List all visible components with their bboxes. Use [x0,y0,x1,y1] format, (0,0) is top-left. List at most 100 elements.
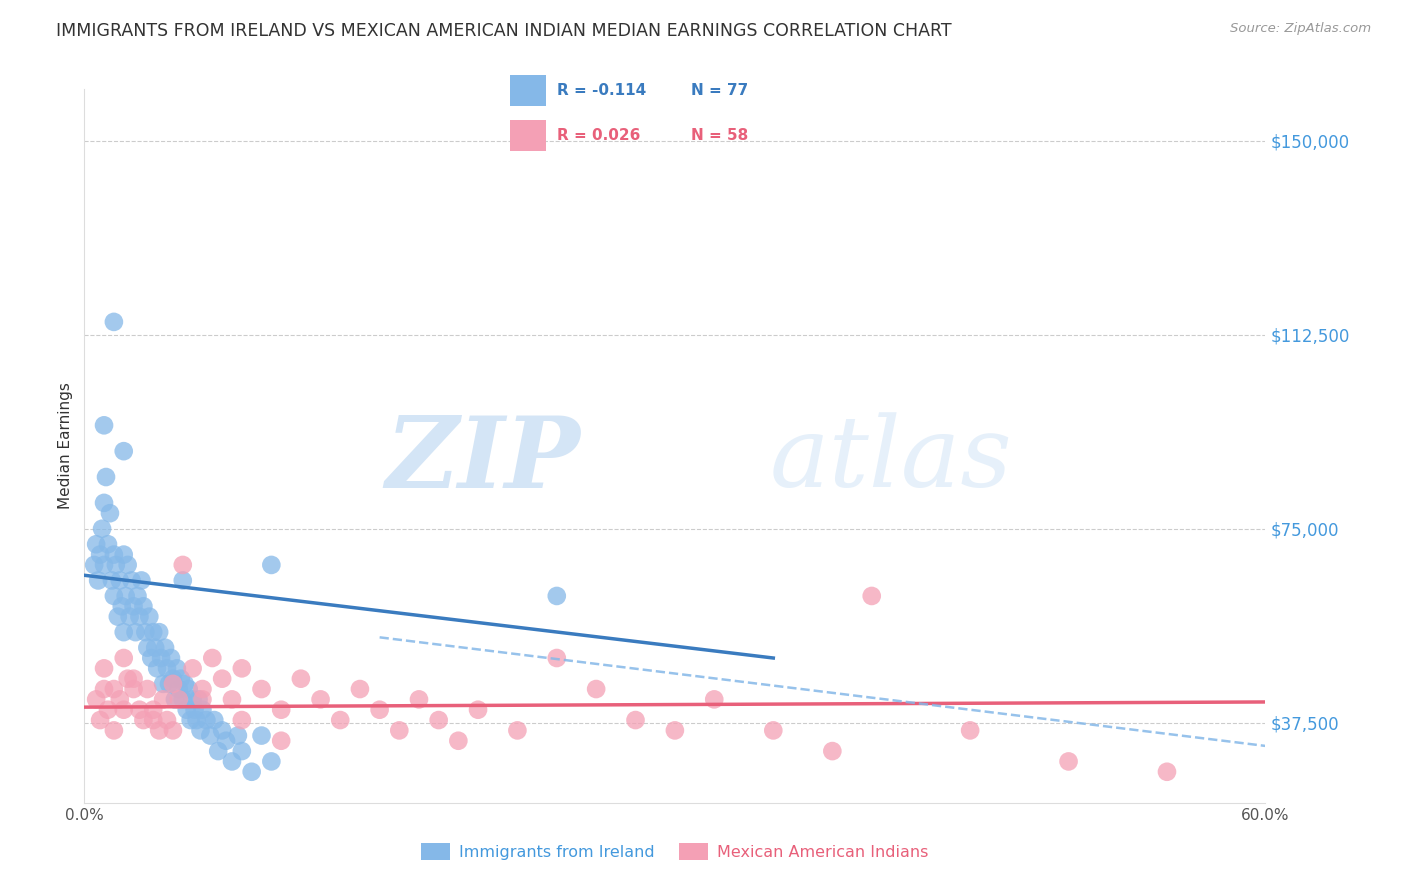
Text: R = 0.026: R = 0.026 [557,128,640,143]
Point [180,713,202,727]
Point [860,589,883,603]
Point [221,692,243,706]
Text: atlas: atlas [769,413,1012,508]
Point [408,692,430,706]
Point [368,703,391,717]
Point [146,661,169,675]
Point [170,672,193,686]
Point [260,558,283,572]
Point [329,713,352,727]
Point [107,609,129,624]
Point [93,661,115,675]
Point [172,574,194,588]
Point [148,723,170,738]
Point [166,661,188,675]
Point [112,444,135,458]
Point [190,723,212,738]
Point [172,692,194,706]
Point [191,703,214,717]
Point [128,609,150,624]
Text: N = 77: N = 77 [692,83,748,97]
Point [762,723,785,738]
Point [91,522,114,536]
Point [112,703,135,717]
Point [177,681,200,696]
Point [187,692,209,706]
Point [162,672,184,686]
Point [195,713,218,727]
Point [191,681,214,696]
Point [221,755,243,769]
Point [156,713,179,727]
Point [118,609,141,624]
Point [624,713,647,727]
Point [200,729,222,743]
Point [207,744,229,758]
Point [959,723,981,738]
Point [157,677,180,691]
Point [131,574,153,588]
Point [103,589,125,603]
Point [181,661,204,675]
Point [167,681,190,696]
Point [231,744,253,758]
Point [186,713,208,727]
Point [117,558,139,572]
Point [121,574,143,588]
Point [142,713,165,727]
Point [176,703,198,717]
Point [83,558,105,572]
Point [181,692,204,706]
Point [250,729,273,743]
Point [467,703,489,717]
Point [122,681,145,696]
Point [117,672,139,686]
Point [447,733,470,747]
Text: R = -0.114: R = -0.114 [557,83,645,97]
Point [546,651,568,665]
Bar [510,120,546,151]
Point [201,651,224,665]
Point [260,755,283,769]
Point [111,599,134,614]
Point [104,558,127,572]
Point [309,692,332,706]
Point [103,315,125,329]
Point [97,537,120,551]
Point [172,558,194,572]
Point [162,677,184,691]
Bar [510,75,546,105]
Point [143,640,166,655]
Point [156,661,179,675]
Point [270,733,292,747]
Point [136,640,159,655]
Point [506,723,529,738]
Point [138,609,160,624]
Point [141,651,163,665]
Text: IMMIGRANTS FROM IRELAND VS MEXICAN AMERICAN INDIAN MEDIAN EARNINGS CORRELATION C: IMMIGRANTS FROM IRELAND VS MEXICAN AMERI… [56,22,952,40]
Point [93,418,115,433]
Point [132,599,155,614]
Point [103,681,125,696]
Point [152,677,174,691]
Legend: Immigrants from Ireland, Mexican American Indians: Immigrants from Ireland, Mexican America… [415,837,935,866]
Point [124,625,146,640]
Point [160,651,183,665]
Point [388,723,411,738]
Point [97,703,120,717]
Text: ZIP: ZIP [385,412,581,508]
Text: Source: ZipAtlas.com: Source: ZipAtlas.com [1230,22,1371,36]
Point [89,713,111,727]
Point [114,589,136,603]
Point [163,692,186,706]
Point [142,703,165,717]
Point [1156,764,1178,779]
Point [93,558,115,572]
Point [132,713,155,727]
Point [231,713,253,727]
Point [93,496,115,510]
Point [211,723,233,738]
Point [427,713,450,727]
Point [183,703,205,717]
Point [103,548,125,562]
